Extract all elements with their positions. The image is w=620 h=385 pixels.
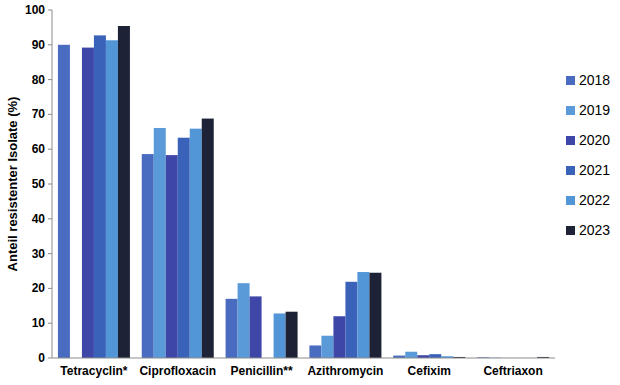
legend-label: 2021 <box>579 162 610 178</box>
y-tick <box>48 218 52 219</box>
legend-swatch <box>566 196 575 205</box>
legend-swatch <box>566 136 575 145</box>
bar <box>202 119 214 358</box>
bar <box>94 35 106 358</box>
legend-swatch <box>566 106 575 115</box>
bar <box>405 352 417 358</box>
bar <box>238 283 250 358</box>
y-tick <box>48 288 52 289</box>
bar <box>286 312 298 358</box>
legend-label: 2019 <box>579 102 610 118</box>
y-tick-label: 100 <box>25 3 45 17</box>
bar <box>178 138 190 358</box>
bar <box>357 272 369 358</box>
bar <box>429 354 441 358</box>
bar <box>274 313 286 358</box>
y-tick <box>48 253 52 254</box>
chart-container: 0 10 20 30 40 50 60 70 80 90 100 Anteil resistenter… <box>0 0 620 385</box>
y-tick-label: 40 <box>32 212 46 226</box>
y-tick-label: 10 <box>32 316 46 330</box>
y-tick <box>48 79 52 80</box>
y-tick-label: 90 <box>32 38 46 52</box>
bar <box>190 129 202 358</box>
y-tick-label: 30 <box>32 247 46 261</box>
bars <box>58 26 549 358</box>
bar <box>142 154 154 358</box>
bar <box>321 336 333 358</box>
y-tick <box>48 149 52 150</box>
chart-svg: 0 10 20 30 40 50 60 70 80 90 100 Anteil resistenter… <box>0 0 620 385</box>
bar <box>333 316 345 358</box>
x-tick-label: Tetracyclin* <box>60 364 127 378</box>
y-tick-label: 60 <box>32 142 46 156</box>
y-tick-label: 0 <box>38 351 45 365</box>
y-axis-label: Anteil resistenter Isolate (%) <box>5 97 20 272</box>
x-tick-label: Cefixim <box>408 364 451 378</box>
x-tick-label: Ciprofloxacin <box>139 364 216 378</box>
legend-label: 2018 <box>579 72 610 88</box>
y-tick-label: 50 <box>32 177 46 191</box>
y-tick <box>48 323 52 324</box>
y-tick <box>48 114 52 115</box>
bar <box>154 128 166 358</box>
bar <box>250 296 262 358</box>
x-tick-label: Azithromycin <box>307 364 383 378</box>
y-tick <box>48 44 52 45</box>
bar <box>166 155 178 358</box>
y-tick-label: 80 <box>32 73 46 87</box>
y-tick <box>48 10 52 11</box>
bar <box>369 273 381 358</box>
y-tick <box>48 358 52 359</box>
bar <box>345 282 357 358</box>
x-tick-label: Penicillin** <box>231 364 293 378</box>
bar <box>118 26 130 358</box>
y-tick <box>48 184 52 185</box>
legend-label: 2023 <box>579 222 610 238</box>
y-tick-label: 20 <box>32 281 46 295</box>
legend-swatch <box>566 166 575 175</box>
y-axis-line <box>52 10 53 358</box>
legend-label: 2022 <box>579 192 610 208</box>
bar <box>82 48 94 358</box>
legend: 2018 2019 2020 2021 2022 2023 <box>566 72 610 238</box>
x-axis-line <box>52 358 555 359</box>
legend-swatch <box>566 226 575 235</box>
y-tick-label: 70 <box>32 107 46 121</box>
x-tick-label: Ceftriaxon <box>483 364 542 378</box>
legend-swatch <box>566 76 575 85</box>
bar <box>58 45 70 358</box>
bar <box>226 299 238 358</box>
bar <box>309 345 321 358</box>
legend-label: 2020 <box>579 132 610 148</box>
bar <box>106 40 118 358</box>
